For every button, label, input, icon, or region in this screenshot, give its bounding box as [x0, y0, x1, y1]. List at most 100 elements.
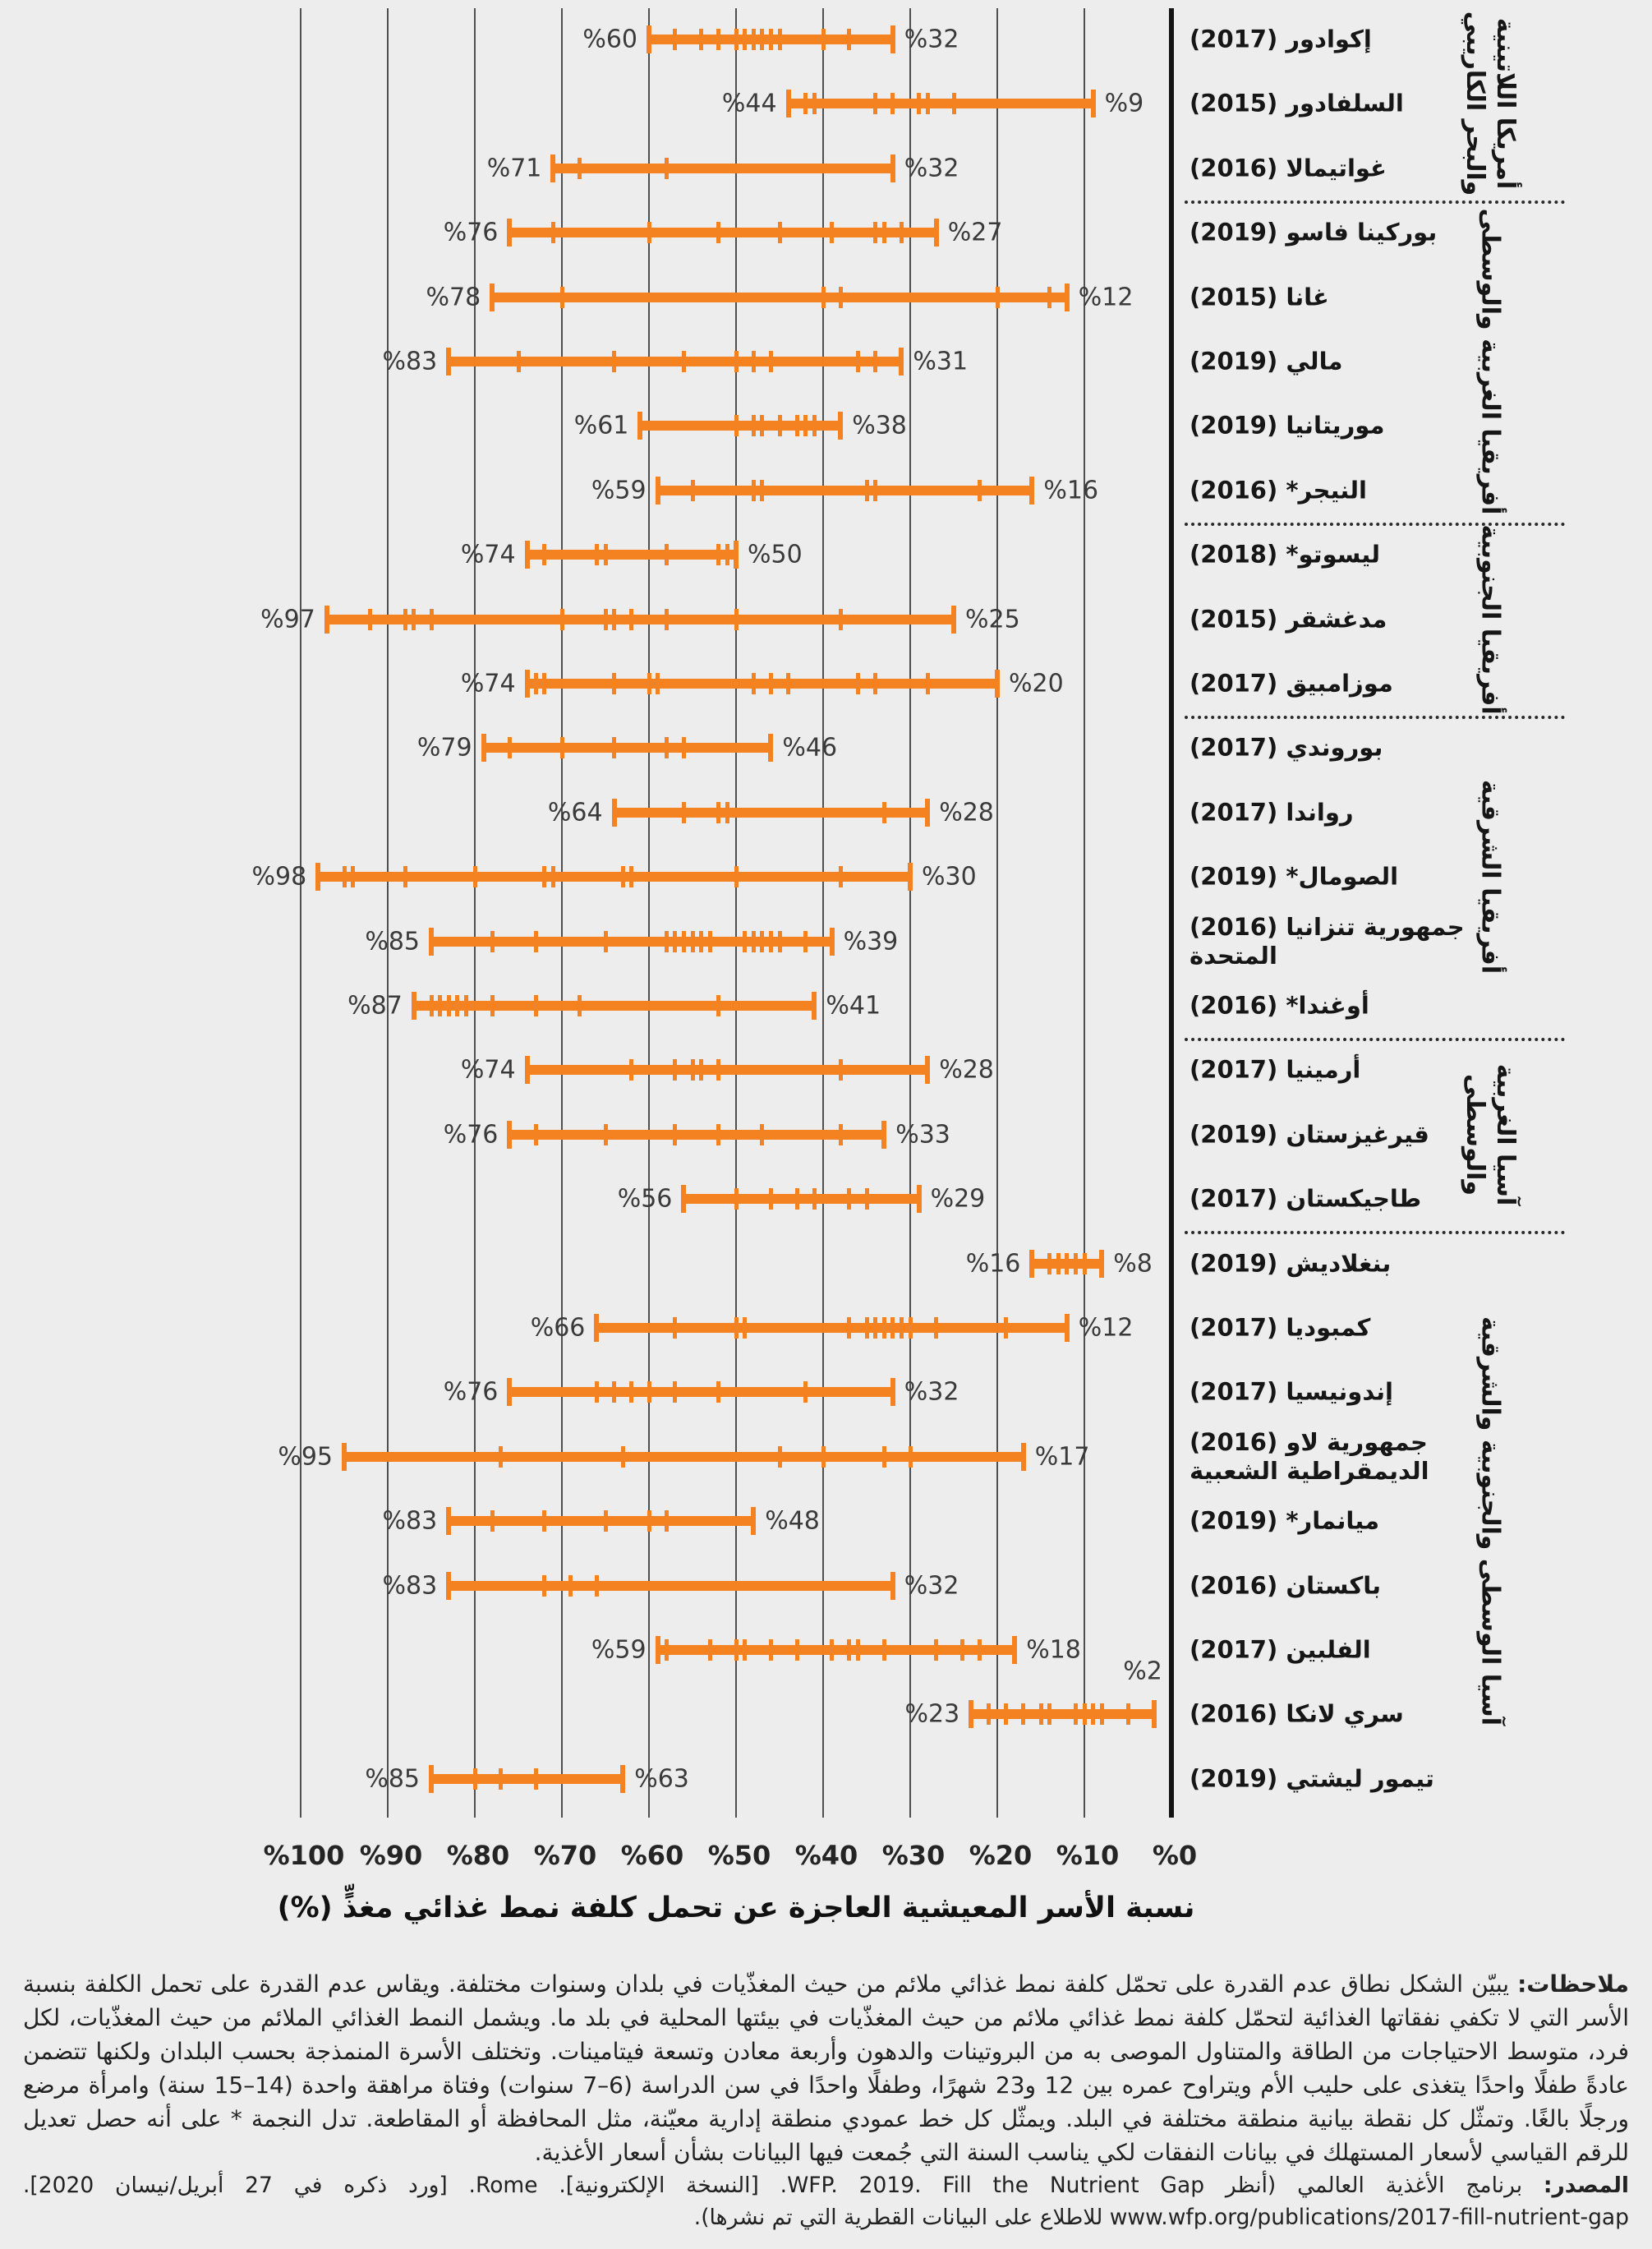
datapoint-tick	[568, 1574, 573, 1597]
datapoint-tick	[716, 29, 721, 50]
datapoint-tick	[725, 801, 729, 823]
datapoint-tick	[794, 1188, 799, 1210]
datapoint-tick	[690, 1059, 695, 1081]
datapoint-tick	[838, 1059, 843, 1081]
datapoint-tick	[1082, 1703, 1087, 1726]
datapoint-tick	[594, 1381, 599, 1403]
gridline	[387, 8, 389, 1818]
range-bar	[640, 421, 841, 431]
datapoint-tick	[777, 930, 782, 952]
datapoint-tick	[707, 930, 712, 952]
range-bar	[413, 1001, 815, 1011]
datapoint-tick	[925, 673, 930, 694]
min-value-label: %48	[765, 1506, 820, 1536]
max-value-label: %71	[486, 154, 542, 183]
max-value-label: %76	[443, 218, 499, 247]
datapoint-tick	[716, 801, 721, 823]
datapoint-tick	[664, 1510, 669, 1532]
min-value-label: %30	[922, 862, 977, 892]
range-bar	[683, 1194, 919, 1205]
range-endcap-min	[951, 605, 956, 634]
datapoint-tick	[577, 157, 582, 179]
datapoint-tick	[673, 1317, 678, 1339]
datapoint-tick	[847, 1188, 852, 1210]
datapoint-tick	[1047, 1703, 1052, 1726]
country-label: غواتيمالا (2016)	[1190, 154, 1387, 182]
datapoint-tick	[673, 1059, 678, 1081]
x-axis-tick-label: %100	[263, 1840, 345, 1871]
range-endcap-min	[1064, 283, 1070, 311]
datapoint-tick	[412, 608, 416, 630]
x-axis-tick-label: %10	[1056, 1840, 1120, 1871]
x-axis-tick-label: %30	[881, 1840, 946, 1871]
x-axis-title: نسبة الأسر المعيشية العاجزة عن تحمل كلفة…	[277, 1892, 1195, 1924]
datapoint-tick	[673, 1381, 678, 1403]
x-axis-tick-label: %70	[533, 1840, 597, 1871]
range-endcap-min	[751, 1507, 757, 1536]
datapoint-tick	[629, 866, 634, 888]
max-value-label: %97	[260, 605, 315, 634]
region-label: آسيا الوسطى والجنوبية والشرقية	[1475, 1316, 1505, 1726]
datapoint-tick	[699, 29, 704, 50]
range-endcap-min	[890, 1378, 895, 1407]
datapoint-tick	[647, 673, 651, 694]
datapoint-tick	[446, 995, 451, 1016]
datapoint-tick	[542, 544, 547, 566]
country-label: سري لانكا (2016)	[1190, 1699, 1404, 1728]
datapoint-tick	[960, 1639, 965, 1661]
range-endcap-min	[890, 154, 895, 182]
datapoint-tick	[499, 1767, 504, 1790]
datapoint-tick	[507, 737, 512, 759]
max-value-label: %56	[617, 1184, 673, 1214]
country-label: جمهورية لاو (2016) الديمقراطية الشعبية	[1190, 1427, 1429, 1485]
datapoint-tick	[559, 286, 564, 308]
datapoint-tick	[873, 351, 878, 372]
datapoint-tick	[899, 1317, 904, 1339]
datapoint-tick	[647, 222, 651, 244]
min-value-label: %33	[895, 1120, 950, 1150]
datapoint-tick	[751, 673, 756, 694]
max-value-label: %74	[460, 1055, 516, 1085]
region-separator	[1185, 200, 1565, 204]
datapoint-tick	[751, 479, 756, 501]
datapoint-tick	[542, 1510, 547, 1532]
datapoint-tick	[463, 995, 468, 1016]
range-endcap-min	[768, 734, 774, 763]
datapoint-tick	[664, 157, 669, 179]
datapoint-tick	[351, 866, 356, 888]
range-endcap-min	[1012, 1636, 1018, 1664]
datapoint-tick	[550, 866, 555, 888]
range-endcap-min	[925, 798, 931, 827]
datapoint-tick	[664, 737, 669, 759]
region-separator	[1185, 1038, 1565, 1042]
min-value-label: %38	[852, 411, 907, 440]
max-value-label: %87	[347, 991, 403, 1021]
range-endcap-min	[1064, 1314, 1070, 1342]
datapoint-tick	[873, 93, 878, 115]
datapoint-tick	[881, 222, 886, 244]
min-value-label: %32	[904, 1571, 959, 1601]
datapoint-tick	[368, 608, 373, 630]
datapoint-tick	[429, 995, 434, 1016]
range-bar	[596, 1323, 1067, 1333]
datapoint-tick	[681, 801, 686, 823]
region-label: أفريقيا الشرقية	[1475, 780, 1505, 975]
max-value-label: %74	[460, 540, 516, 569]
country-label: مدغشقر (2015)	[1190, 605, 1387, 634]
range-endcap-max	[594, 1314, 600, 1342]
datapoint-tick	[803, 1381, 808, 1403]
range-endcap-max	[655, 476, 660, 505]
range-bar	[657, 485, 1033, 495]
gridline	[735, 8, 737, 1818]
datapoint-tick	[734, 1188, 739, 1210]
datapoint-tick	[1082, 1252, 1087, 1274]
max-value-label: %44	[721, 89, 777, 118]
datapoint-tick	[716, 1123, 721, 1145]
datapoint-tick	[455, 995, 460, 1016]
datapoint-tick	[681, 737, 686, 759]
datapoint-tick	[664, 1639, 669, 1661]
datapoint-tick	[647, 1510, 651, 1532]
country-label: موزامبيق (2017)	[1190, 669, 1393, 698]
range-endcap-max	[1029, 1249, 1035, 1278]
min-value-label: %12	[1078, 1313, 1134, 1343]
